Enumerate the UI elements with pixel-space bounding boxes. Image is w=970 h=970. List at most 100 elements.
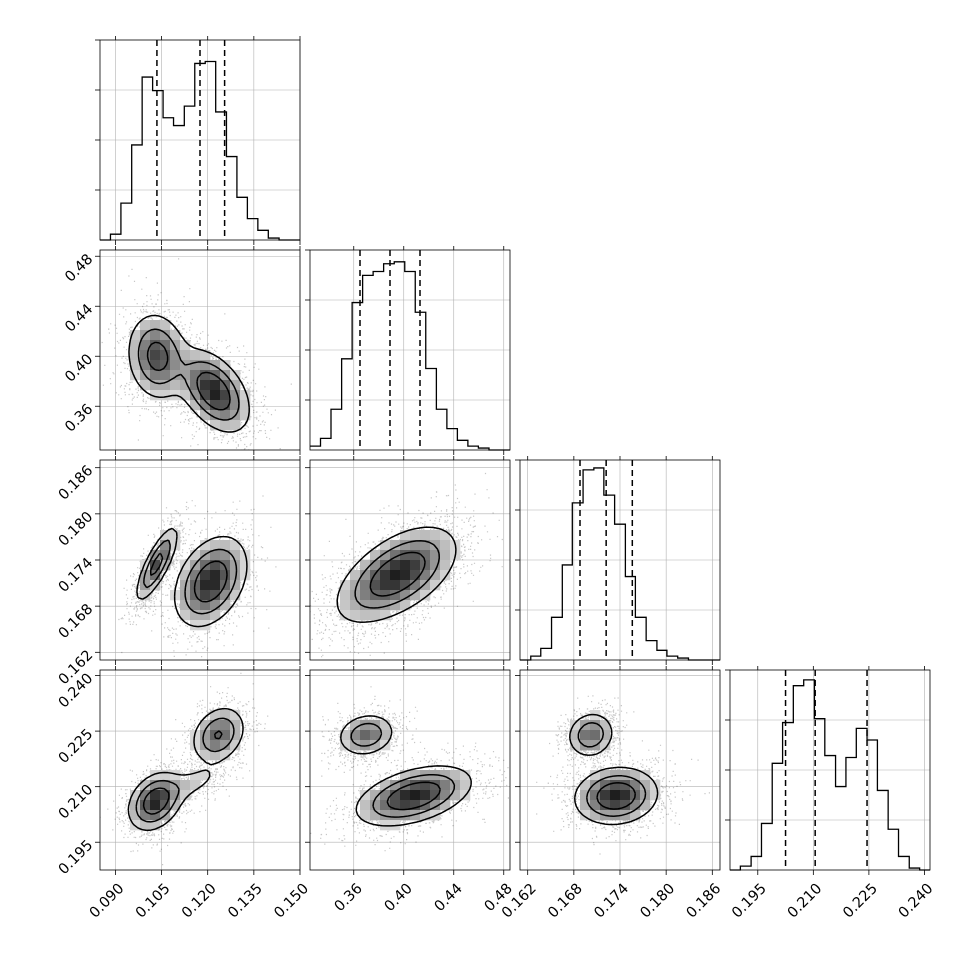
density-cell xyxy=(370,590,381,601)
y-tick-label: 0.40 xyxy=(62,351,96,385)
density-cell xyxy=(390,590,401,601)
density-cell xyxy=(190,400,201,411)
density-cell xyxy=(140,560,151,571)
density-cell xyxy=(180,370,191,381)
density-cell xyxy=(140,780,151,791)
density-cell xyxy=(350,720,361,731)
contour-level-2 xyxy=(137,328,240,421)
density-cell xyxy=(240,560,251,571)
contour-level-2 xyxy=(577,721,647,817)
density-cell xyxy=(380,540,391,551)
density-cell xyxy=(150,810,161,821)
density-cell xyxy=(640,780,651,791)
density-cell xyxy=(590,790,601,801)
density-cell xyxy=(440,800,451,811)
density-cell xyxy=(410,570,421,581)
density-cell xyxy=(200,570,211,581)
density-cell xyxy=(190,390,201,401)
density-cell xyxy=(190,380,201,391)
density-cell xyxy=(190,780,201,791)
density-cell xyxy=(210,540,221,551)
scatter-panel-3-1 xyxy=(118,495,277,658)
y-tick-label: 0.48 xyxy=(62,251,96,285)
density-cell xyxy=(220,590,231,601)
density-cell xyxy=(610,800,621,811)
density-cell xyxy=(200,580,211,591)
density-cell xyxy=(220,560,231,571)
density-cell xyxy=(140,330,151,341)
density-cell xyxy=(160,350,171,361)
density-cell xyxy=(240,390,251,401)
density-cell xyxy=(430,550,441,561)
density-cell xyxy=(180,780,191,791)
density-cell xyxy=(160,330,171,341)
density-cell xyxy=(420,530,431,541)
density-cell xyxy=(220,420,231,431)
density-cell xyxy=(240,400,251,411)
density-cell xyxy=(200,400,211,411)
density-cell xyxy=(210,420,221,431)
x-tick-label: 0.44 xyxy=(432,881,466,915)
density-cell xyxy=(150,370,161,381)
density-cell xyxy=(400,560,411,571)
density-cell xyxy=(450,790,461,801)
density-cell xyxy=(610,790,621,801)
density-cell xyxy=(200,350,211,361)
density-cell xyxy=(190,610,201,621)
density-cell xyxy=(230,380,241,391)
density-cell xyxy=(220,400,231,411)
density-cell xyxy=(570,720,581,731)
density-cell xyxy=(150,340,161,351)
density-cell xyxy=(580,780,591,791)
contour-level-1 xyxy=(569,713,659,826)
density-cell xyxy=(440,530,451,541)
density-cell xyxy=(200,370,211,381)
density-cell xyxy=(370,810,381,821)
density-cell xyxy=(600,740,611,751)
density-cell xyxy=(380,720,391,731)
density-cell xyxy=(230,730,241,741)
density-cell xyxy=(580,800,591,811)
y-tick-label: 0.168 xyxy=(56,601,97,642)
density-cell xyxy=(420,570,431,581)
density-cell xyxy=(630,780,641,791)
x-tick-label: 0.36 xyxy=(332,881,366,915)
scatter-panel-4-3 xyxy=(536,695,710,855)
density-cell xyxy=(140,320,151,331)
density-cell xyxy=(420,790,431,801)
density-cell xyxy=(380,730,391,741)
density-cell xyxy=(420,580,431,591)
density-cell xyxy=(160,370,171,381)
density-cell xyxy=(230,560,241,571)
density-cell xyxy=(200,770,211,781)
density-cell xyxy=(340,590,351,601)
density-cell xyxy=(150,560,161,571)
density-cell xyxy=(210,550,221,561)
density-cell xyxy=(150,780,161,791)
density-cell xyxy=(180,350,191,361)
density-cell xyxy=(360,800,371,811)
density-cell xyxy=(340,730,351,741)
density-cell xyxy=(130,810,141,821)
density-cell xyxy=(200,590,211,601)
density-cell xyxy=(600,720,611,731)
contour-level-3 xyxy=(146,341,231,411)
y-tick-label: 0.44 xyxy=(62,301,96,335)
density-cell xyxy=(370,580,381,591)
density-cell xyxy=(200,730,211,741)
density-cell xyxy=(230,720,241,731)
density-cell xyxy=(200,720,211,731)
density-cell xyxy=(190,550,201,561)
density-cell xyxy=(390,570,401,581)
x-tick-label: 0.240 xyxy=(896,881,937,922)
density-cell xyxy=(180,560,191,571)
density-cell xyxy=(210,720,221,731)
contour-level-3 xyxy=(149,552,228,603)
x-tick-label: 0.090 xyxy=(87,881,128,922)
density-cell xyxy=(360,590,371,601)
scatter-panel-4-2 xyxy=(310,686,509,852)
density-cell xyxy=(210,570,221,581)
density-cell xyxy=(350,600,361,611)
scatter-frame xyxy=(309,669,511,871)
density-cell xyxy=(400,780,411,791)
